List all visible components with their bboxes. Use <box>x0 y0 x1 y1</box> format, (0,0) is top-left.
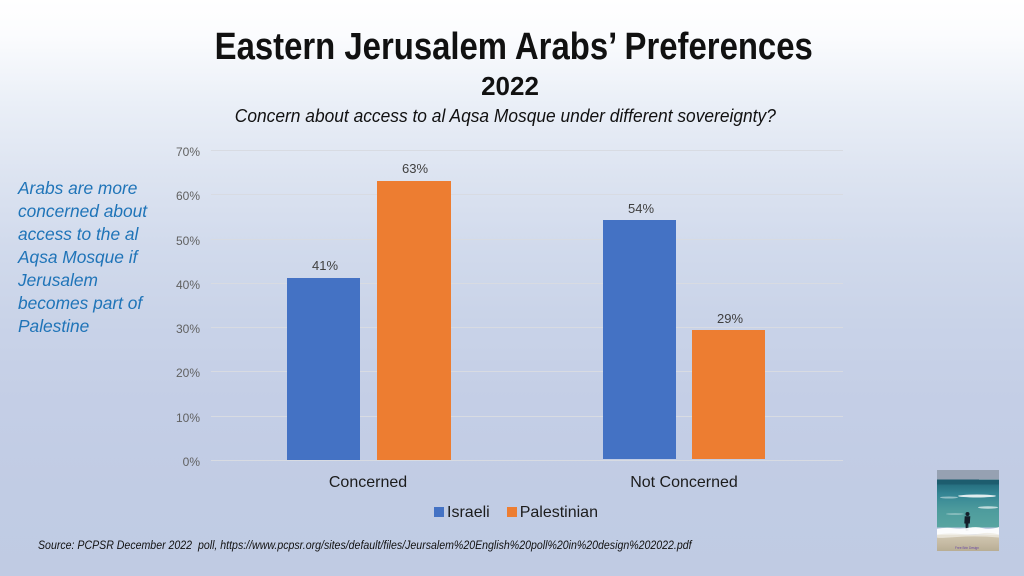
svg-text:Free Brin Design: Free Brin Design <box>955 546 979 550</box>
